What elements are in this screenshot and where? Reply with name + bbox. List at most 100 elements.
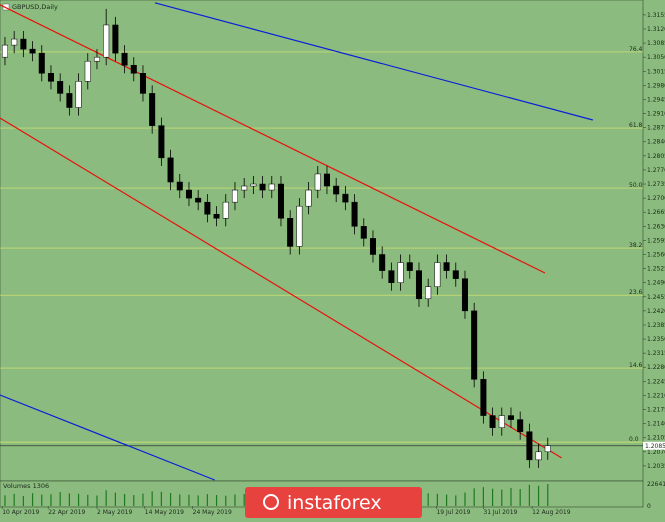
level-label: 14.6 (629, 362, 643, 369)
candle-body (195, 197, 202, 203)
candle-body (415, 270, 422, 300)
volume-tick-label: 22641 (647, 481, 665, 488)
level-label: 76.4 (629, 46, 643, 53)
candle-body (342, 193, 349, 203)
candle-body (443, 262, 450, 271)
candle-body (296, 205, 303, 247)
candle-body (231, 189, 238, 203)
candle-body (287, 218, 294, 247)
candle-body (526, 431, 533, 461)
y-tick-label: 1.2980 (647, 82, 665, 89)
logo-box (245, 487, 422, 518)
logo: instaforex (245, 487, 422, 518)
candle-body (139, 73, 146, 94)
candle-body (149, 93, 156, 126)
current-price-label: 1.2085 (645, 443, 665, 450)
candle-body (480, 379, 487, 416)
level-label: 23.6 (629, 289, 643, 296)
candle-body (369, 238, 376, 255)
y-tick-label: 1.2700 (647, 195, 665, 202)
y-tick-label: 1.2210 (647, 392, 665, 399)
candle-body (204, 201, 211, 215)
x-tick-label: 31 Jul 2019 (483, 509, 517, 516)
level-label: 50.0 (629, 182, 643, 189)
candle-body (38, 52, 45, 74)
candle-body (498, 415, 505, 428)
y-tick-label: 1.2525 (647, 266, 665, 273)
y-tick-label: 1.2350 (647, 336, 665, 343)
candle-body (185, 189, 192, 199)
candle-body (57, 81, 64, 94)
candle-body (434, 262, 441, 287)
candle-body (305, 189, 312, 207)
trend-line (0, 4, 546, 274)
candle-body (360, 226, 367, 239)
y-tick-label: 1.2560 (647, 251, 665, 258)
x-tick-label: 10 Apr 2019 (2, 509, 39, 516)
x-tick-label: 24 May 2019 (193, 509, 232, 516)
y-tick-label: 1.2665 (647, 209, 665, 216)
candle-body (268, 183, 275, 191)
y-tick-label: 1.2140 (647, 421, 665, 428)
y-tick-label: 1.3120 (647, 26, 665, 33)
y-tick-label: 1.2035 (647, 463, 665, 470)
x-tick-label: 19 Jul 2019 (436, 509, 470, 516)
y-tick-label: 1.2175 (647, 407, 665, 414)
y-tick-label: 1.2105 (647, 435, 665, 442)
candle-body (75, 81, 82, 108)
trend-line (0, 394, 215, 481)
y-tick-label: 1.2315 (647, 350, 665, 357)
x-tick-label: 14 May 2019 (145, 509, 184, 516)
y-tick-label: 1.2490 (647, 280, 665, 287)
candle-body (333, 185, 340, 195)
candle-body (314, 173, 321, 191)
y-tick-label: 1.2455 (647, 294, 665, 301)
x-tick-label: 22 Apr 2019 (48, 509, 85, 516)
y-tick-label: 1.2070 (647, 449, 665, 456)
trend-line (154, 2, 594, 121)
volume-title: Volumes 1306 (3, 482, 49, 490)
y-tick-label: 1.2945 (647, 96, 665, 103)
symbol-icon (2, 3, 10, 11)
y-tick-label: 1.3155 (647, 12, 665, 19)
candle-body (397, 262, 404, 283)
candle-body (213, 213, 220, 219)
candle-body (425, 286, 432, 300)
x-tick-label: 2 May 2019 (97, 509, 132, 516)
candle-body (11, 38, 18, 46)
candle-body (277, 183, 284, 219)
candle-body (250, 183, 257, 187)
y-tick-label: 1.3015 (647, 68, 665, 75)
candle-body (1, 44, 8, 58)
candle-body (544, 445, 551, 453)
logo-icon (263, 494, 279, 510)
y-tick-label: 1.3085 (647, 40, 665, 47)
y-tick-label: 1.2385 (647, 322, 665, 329)
candle-body (471, 310, 478, 380)
y-tick-label: 1.2840 (647, 139, 665, 146)
candle-body (388, 270, 395, 283)
y-tick-label: 1.2735 (647, 181, 665, 188)
candle-body (66, 93, 73, 108)
y-tick-label: 1.2280 (647, 364, 665, 371)
candle-body (452, 270, 459, 279)
y-tick-label: 1.2910 (647, 111, 665, 118)
candle-body (517, 419, 524, 432)
y-tick-label: 1.2875 (647, 125, 665, 132)
y-tick-label: 1.2245 (647, 378, 665, 385)
candle-body (167, 157, 174, 183)
level-label: 38.2 (629, 242, 643, 249)
candle-body (47, 73, 54, 82)
candle-body (461, 278, 468, 312)
level-label: 0.0 (629, 436, 639, 443)
candle-body (176, 181, 183, 191)
level-label: 61.8 (629, 122, 643, 129)
candle-body (130, 64, 137, 74)
logo-text: instaforex (287, 492, 382, 514)
candle-body (259, 183, 266, 191)
candle-body (103, 24, 110, 58)
candle-body (222, 201, 229, 219)
y-tick-label: 1.3050 (647, 54, 665, 61)
candle-body (351, 201, 358, 227)
